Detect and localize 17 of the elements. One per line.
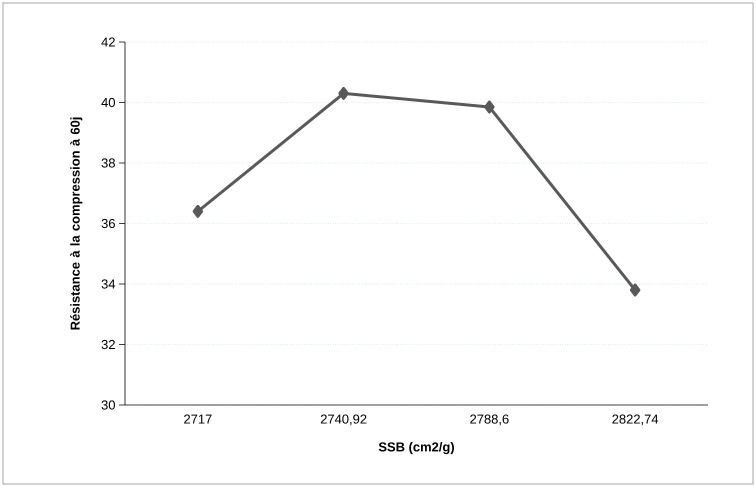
x-tick-label: 2717 <box>184 414 212 424</box>
x-axis-title: SSB (cm2/g) <box>378 442 454 454</box>
y-tick-label: 32 <box>102 340 115 350</box>
y-tick-label: 42 <box>101 37 115 47</box>
y-tick-label: 30 <box>102 400 115 410</box>
y-tick-label: 38 <box>102 158 115 168</box>
x-tick-label: 2822,74 <box>612 414 658 426</box>
point <box>192 204 204 218</box>
x-tick-label: 2740,92 <box>320 414 366 426</box>
point <box>484 100 495 114</box>
point <box>630 284 640 297</box>
y-tick-label: 40 <box>101 98 115 108</box>
y-tick-label: 34 <box>102 279 116 289</box>
x-tick-label: 2788,6 <box>470 414 509 426</box>
y-tick-label: 36 <box>102 218 115 228</box>
y-axis-title: Résistance à la compression à 60j <box>70 118 82 330</box>
point <box>338 86 349 100</box>
